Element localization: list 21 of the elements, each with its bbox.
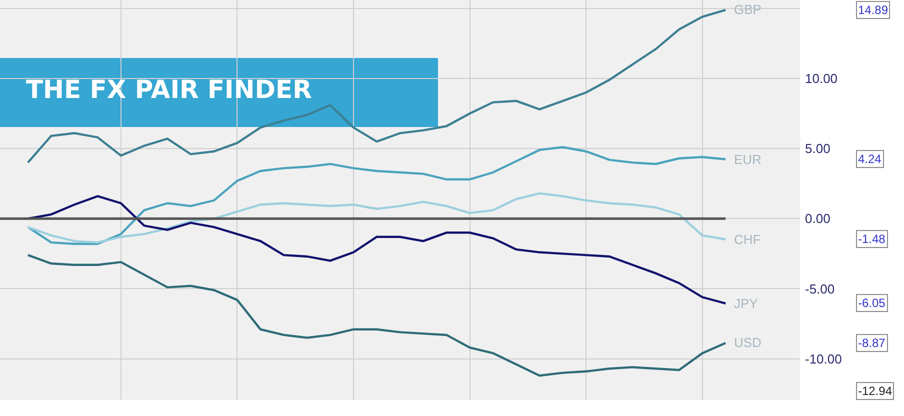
series-label: GBP [734,2,762,17]
text: -1.48 [858,232,886,246]
series-label: CHF [734,232,761,247]
text: -6.05 [858,296,886,310]
series-label: JPY [734,296,758,311]
text: -12.94 [858,384,892,398]
y-tick-label: -10.00 [805,351,842,366]
text: 14.89 [858,3,888,17]
line-series [26,195,727,305]
line-series [26,8,727,164]
line-series [26,192,727,244]
y-tick-label: -5.00 [805,281,835,296]
line-series [26,254,727,377]
y-tick-label: 5.00 [805,141,830,156]
text: -8.87 [858,336,886,350]
y-tick-label: 10.00 [805,71,838,86]
series-label: EUR [734,152,762,167]
y-tick-label: 0.00 [805,211,830,226]
line-series [26,146,727,245]
text: 4.24 [858,152,882,166]
series-label: USD [734,335,762,350]
